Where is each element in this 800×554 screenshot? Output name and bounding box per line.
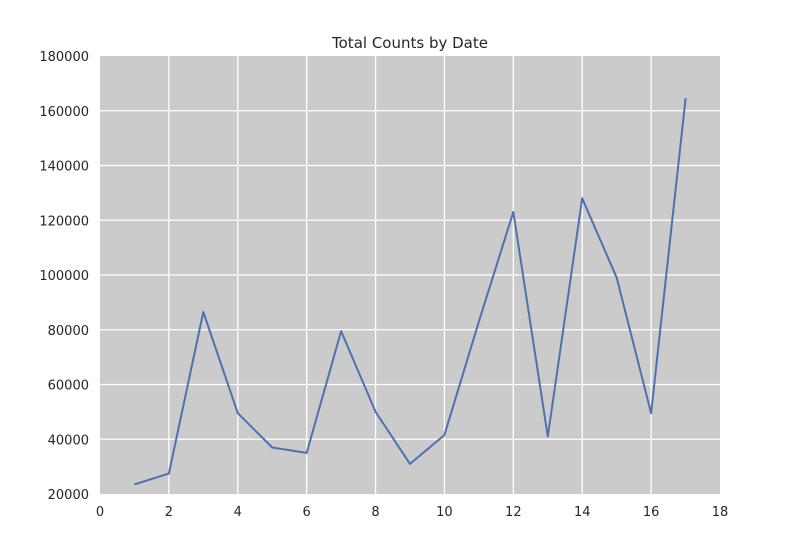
data-point xyxy=(375,411,377,413)
x-tick-label: 14 xyxy=(574,505,591,520)
data-point xyxy=(547,436,549,438)
grid-layer xyxy=(100,56,720,494)
data-point xyxy=(616,277,618,279)
y-tick-label: 160000 xyxy=(39,105,89,120)
x-tick-label: 12 xyxy=(505,505,522,520)
data-point xyxy=(512,211,514,213)
x-tick-labels: 0 2 4 6 8 10 12 14 16 18 xyxy=(96,505,728,520)
x-tick-label: 16 xyxy=(643,505,660,520)
y-tick-label: 100000 xyxy=(39,269,89,284)
data-point xyxy=(443,434,445,436)
x-tick-label: 0 xyxy=(96,505,104,520)
x-tick-label: 10 xyxy=(436,505,453,520)
data-point xyxy=(478,321,480,323)
data-point xyxy=(237,412,239,414)
x-tick-label: 18 xyxy=(712,505,729,520)
y-tick-label: 60000 xyxy=(48,379,89,394)
data-point xyxy=(340,330,342,332)
series-line xyxy=(134,98,687,486)
data-point xyxy=(650,412,652,414)
x-tick-label: 8 xyxy=(371,505,379,520)
y-tick-label: 40000 xyxy=(48,433,89,448)
x-tick-label: 2 xyxy=(165,505,173,520)
data-point xyxy=(133,483,135,485)
data-point xyxy=(306,452,308,454)
data-point xyxy=(685,97,687,99)
data-point xyxy=(409,463,411,465)
data-point xyxy=(581,197,583,199)
chart-title: Total Counts by Date xyxy=(331,34,488,52)
y-tick-label: 180000 xyxy=(39,50,89,65)
x-tick-label: 4 xyxy=(234,505,242,520)
y-tick-labels: 20000 40000 60000 80000 100000 120000 140000 16… xyxy=(39,50,89,503)
data-point xyxy=(202,311,204,313)
y-tick-label: 80000 xyxy=(48,324,89,339)
x-tick-label: 6 xyxy=(303,505,311,520)
y-tick-label: 140000 xyxy=(39,160,89,175)
y-tick-label: 20000 xyxy=(48,488,89,503)
y-tick-label: 120000 xyxy=(39,214,89,229)
series-layer xyxy=(133,97,687,486)
data-point xyxy=(271,446,273,448)
data-point xyxy=(168,472,170,474)
